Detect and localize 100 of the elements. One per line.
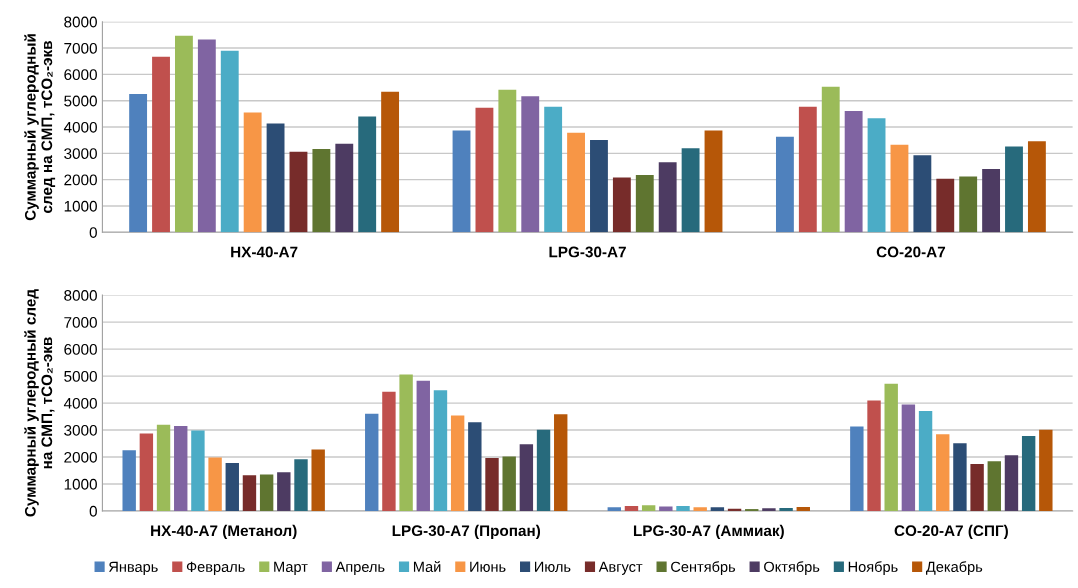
bar <box>536 429 551 511</box>
y-tick-label: 2000 <box>64 174 97 186</box>
bar <box>521 96 540 233</box>
bar <box>311 449 325 511</box>
x-tick-label: CO-20-A7 <box>876 246 946 258</box>
bar <box>225 462 239 511</box>
bar <box>175 35 193 233</box>
bar <box>289 151 308 233</box>
bar <box>624 506 639 511</box>
bar <box>936 178 955 233</box>
bar <box>544 106 563 233</box>
bar <box>676 506 690 511</box>
y-tick-label: 0 <box>89 227 97 238</box>
bar <box>641 505 656 511</box>
bar <box>844 110 863 233</box>
legend-label: Октябрь <box>764 561 820 575</box>
y-tick-label: 6000 <box>64 69 97 81</box>
bar <box>1039 429 1053 511</box>
bar <box>959 176 978 233</box>
bar <box>710 507 725 511</box>
bar <box>277 472 291 511</box>
y-tick-label: 7000 <box>64 42 97 54</box>
y-axis-title: Суммарный углеродный след на СМП, тCO₂-экв <box>24 34 56 221</box>
bar <box>312 149 331 233</box>
bar <box>918 410 933 511</box>
bar <box>294 459 308 511</box>
bar <box>475 107 494 233</box>
bar <box>485 458 499 511</box>
bar <box>867 400 881 511</box>
x-tick-label: CO-20-A7 (СПГ) <box>894 524 1008 540</box>
y-tick-label: 0 <box>89 505 97 517</box>
bar <box>502 456 516 511</box>
x-tick-label: LPG-30-A7 (Аммиак) <box>633 524 784 540</box>
bar <box>468 422 482 511</box>
x-tick-label: HX-40-A7 (Метанол) <box>151 524 297 540</box>
bar <box>156 424 171 511</box>
x-tick-label: HX-40-A7 <box>231 246 298 258</box>
legend-label: Июнь <box>470 561 506 572</box>
y-tick-label: 6000 <box>64 343 97 355</box>
bar <box>821 86 840 233</box>
y-tick-label: 3000 <box>64 148 97 160</box>
bar <box>191 430 205 511</box>
bar <box>450 415 465 511</box>
y-tick-label: 5000 <box>64 370 97 382</box>
bar <box>242 475 257 511</box>
bar <box>129 94 148 233</box>
bar <box>365 413 379 511</box>
bar <box>970 464 984 511</box>
y-tick-label: 4000 <box>63 121 97 133</box>
bar <box>122 450 136 511</box>
legend-label: Декабрь <box>926 561 983 575</box>
bar <box>567 132 585 233</box>
bar <box>381 91 400 233</box>
legend-label: Май <box>413 561 441 572</box>
bar <box>936 434 950 511</box>
bar <box>174 426 188 511</box>
y-tick-label: 1000 <box>64 478 97 490</box>
bar <box>335 143 354 233</box>
bar <box>416 380 430 511</box>
bar <box>452 130 471 233</box>
legend-label: Январь <box>109 561 158 575</box>
bar <box>197 39 216 233</box>
bar <box>982 169 1001 233</box>
legend-label: Ноябрь <box>848 561 898 575</box>
bar <box>590 139 608 233</box>
bar <box>850 426 864 511</box>
bar <box>635 174 654 233</box>
bar <box>554 414 568 511</box>
bar <box>498 89 517 233</box>
y-tick-label: 3000 <box>64 424 97 436</box>
bar <box>259 474 274 511</box>
legend-label: Март <box>274 561 308 575</box>
bar <box>884 383 898 511</box>
y-tick-label: 2000 <box>64 451 97 463</box>
bar <box>399 374 413 511</box>
bar <box>220 50 239 233</box>
bar <box>139 433 154 511</box>
y-tick-label: 5000 <box>64 95 97 107</box>
bar <box>727 508 742 511</box>
bar <box>867 118 886 233</box>
bar <box>607 507 621 511</box>
y-tick-label: 7000 <box>64 317 97 328</box>
legend-label: Сентябрь <box>671 561 736 575</box>
bar <box>704 130 723 233</box>
bar <box>681 148 700 233</box>
legend-label: Февраль <box>186 561 245 575</box>
bar <box>519 444 534 511</box>
bar <box>1004 455 1019 511</box>
bar <box>798 106 817 233</box>
bar <box>901 404 916 511</box>
legend-label: Август <box>598 561 643 575</box>
y-tick-label: 1000 <box>64 200 97 212</box>
y-axis-title: Суммарный углеродный след на СМП, тCO₂-экв <box>24 289 55 517</box>
bar <box>1027 141 1046 233</box>
legend-label: Апрель <box>335 561 385 575</box>
bar <box>775 136 794 233</box>
bar <box>659 506 673 511</box>
bar <box>987 461 1001 511</box>
bar <box>762 508 776 511</box>
bar <box>266 123 285 233</box>
